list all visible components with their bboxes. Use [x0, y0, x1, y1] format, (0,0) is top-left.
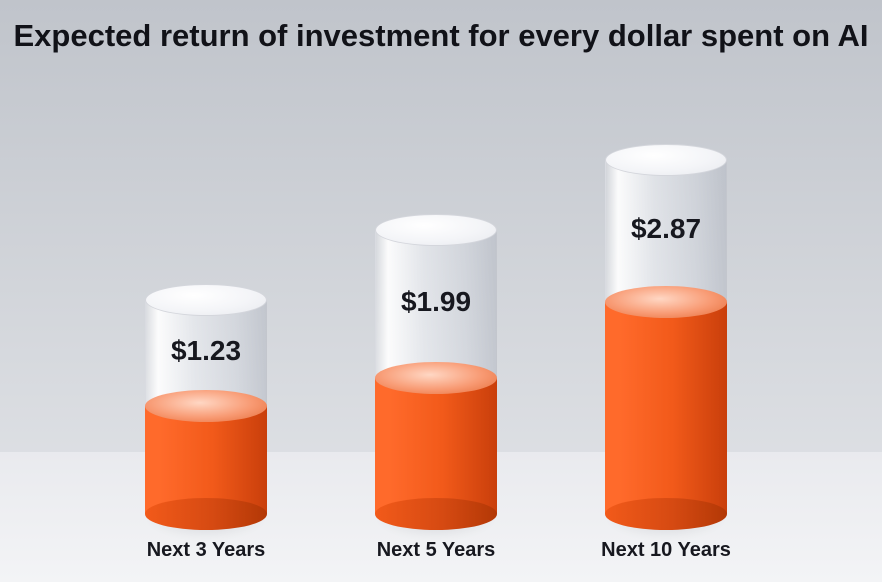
cylinder-column: $1.99Next 5 Years: [375, 214, 497, 514]
glass-top-ellipse: [375, 214, 497, 246]
value-label: $1.23: [145, 335, 267, 367]
fill-top-ellipse: [375, 362, 497, 394]
fill-top-ellipse: [145, 390, 267, 422]
value-label: $1.99: [375, 286, 497, 318]
value-label: $2.87: [605, 213, 727, 245]
roi-cylinder-chart: $1.23Next 3 Years$1.99Next 5 Years$2.87N…: [0, 0, 882, 582]
fill-base-ellipse: [375, 498, 497, 530]
fill-base-ellipse: [605, 498, 727, 530]
cylinder-column: $1.23Next 3 Years: [145, 284, 267, 514]
fill-base-ellipse: [145, 498, 267, 530]
cylinder-column: $2.87Next 10 Years: [605, 144, 727, 514]
x-axis-label: Next 5 Years: [356, 539, 516, 562]
fill-body: [605, 302, 727, 514]
x-axis-label: Next 3 Years: [126, 539, 286, 562]
fill-body: [375, 378, 497, 514]
glass-top-ellipse: [605, 144, 727, 176]
glass-top-ellipse: [145, 284, 267, 316]
fill-top-ellipse: [605, 286, 727, 318]
x-axis-label: Next 10 Years: [586, 539, 746, 562]
